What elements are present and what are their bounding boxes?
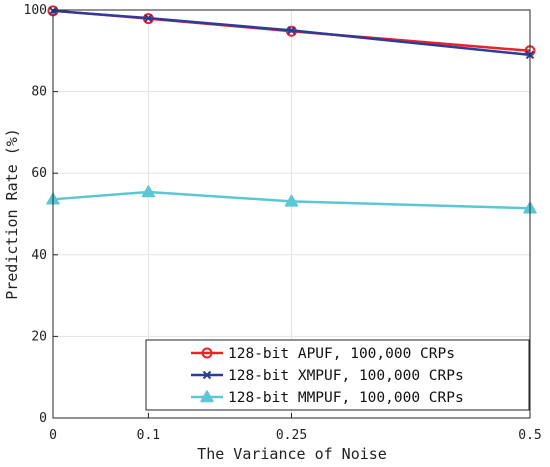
y-axis-ticks: 0 20 40 60 80 100 [24,3,58,426]
legend-item: 128-bit APUF, 100,000 CRPs [191,346,455,362]
marker-stroke [144,13,153,23]
y-tick-label: 40 [31,248,47,263]
legend-marker [202,370,212,380]
y-tick-label: 0 [39,411,47,426]
x-axis-label: The Variance of Noise [197,445,387,463]
y-tick-label: 80 [31,85,47,100]
legend-item: 128-bit MMPUF, 100,000 CRPs [191,390,464,406]
legend-marker [200,390,214,403]
data-point [284,194,299,207]
legend-label: 128-bit APUF, 100,000 CRPs [228,346,455,362]
marker-stroke [202,370,212,380]
grid-lines [53,10,530,418]
marker-stroke [287,26,296,35]
y-axis-label: Prediction Rate (%) [3,128,21,300]
y-tick-label: 60 [31,166,47,181]
series-line [52,190,531,210]
legend-item: 128-bit XMPUF, 100,000 CRPs [191,368,464,384]
data-point [287,26,296,35]
data-point [141,185,156,198]
x-tick-label: 0.5 [518,428,541,443]
legend: 128-bit APUF, 100,000 CRPs 128-bit XMPUF,… [145,339,530,411]
series-line [52,9,531,57]
data-point [144,13,153,23]
x-tick-label: 0.25 [276,428,307,443]
legend-marker [201,347,213,359]
y-tick-label: 100 [24,3,47,18]
legend-label: 128-bit XMPUF, 100,000 CRPs [228,368,464,384]
x-axis-ticks: 0 0.1 0.25 0.5 [49,413,542,443]
series-triangle [46,185,537,214]
x-tick-label: 0 [49,428,57,443]
x-tick-label: 0.1 [137,428,160,443]
legend-label: 128-bit MMPUF, 100,000 CRPs [228,390,464,406]
y-tick-label: 20 [31,329,47,344]
